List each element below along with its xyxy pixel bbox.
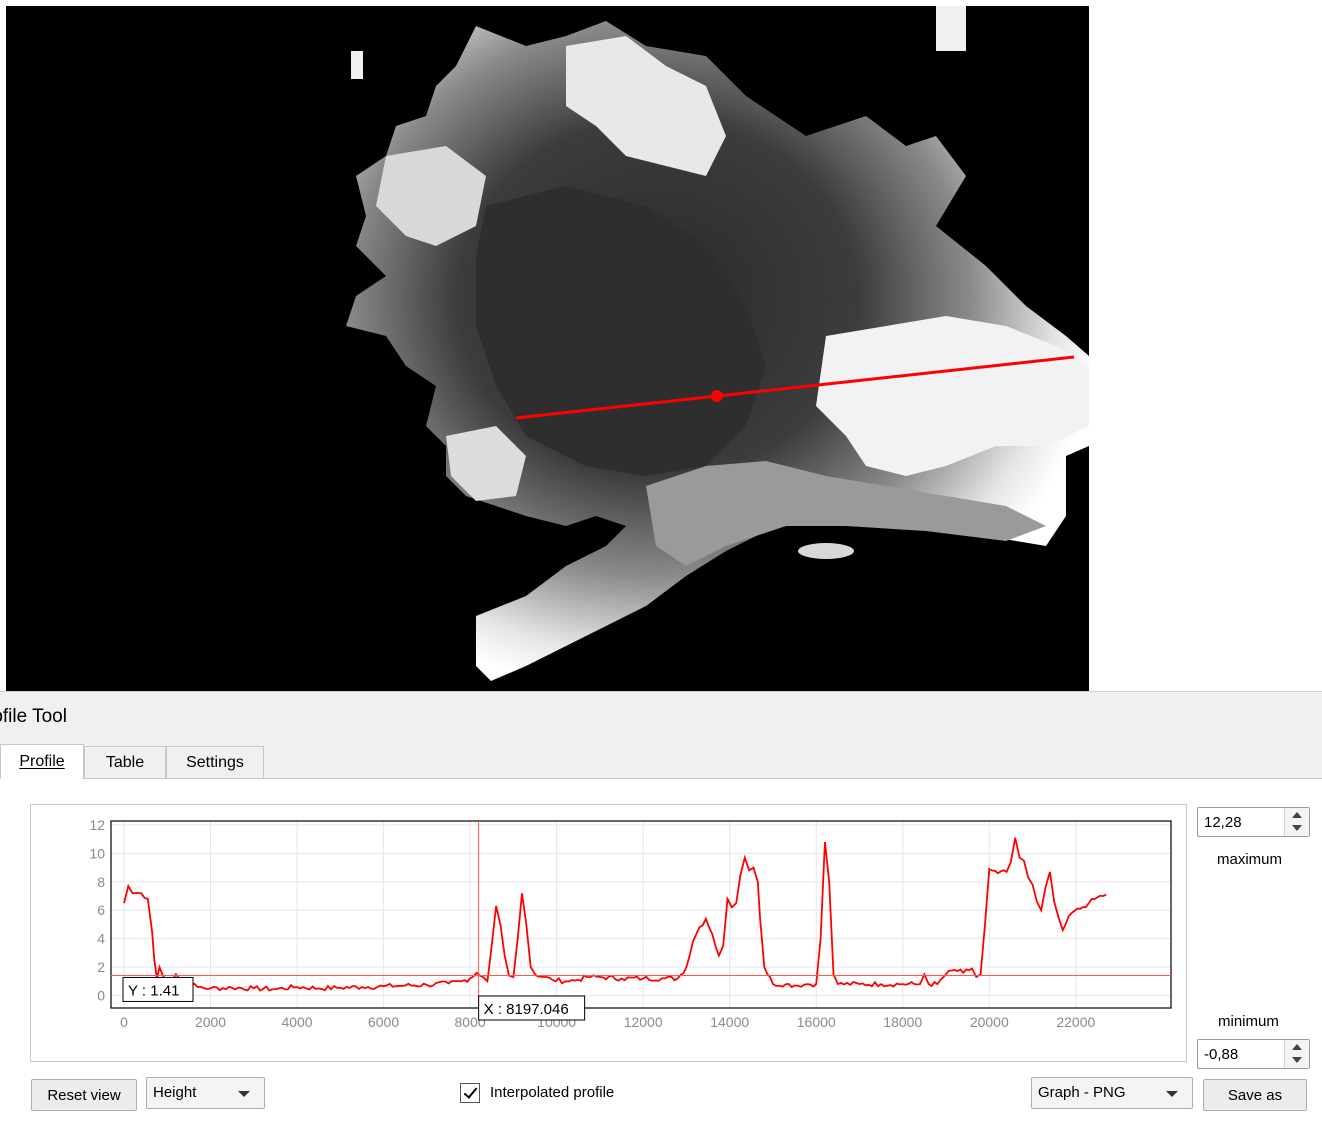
map-canvas[interactable] bbox=[6, 6, 1089, 691]
map-margin bbox=[1089, 0, 1322, 691]
profile-chart[interactable]: 0 2000 4000 6000 8000 10000 12000 14000 16000 180… bbox=[31, 805, 1188, 1063]
tab-profile-label: Profile bbox=[19, 753, 65, 770]
save-as-label: Save as bbox=[1227, 1086, 1283, 1104]
minimum-input[interactable] bbox=[1198, 1040, 1282, 1068]
y-tick-label: 12 bbox=[89, 817, 105, 833]
lowland-core bbox=[476, 186, 766, 476]
island-bay bbox=[798, 543, 854, 559]
plot-area-border bbox=[110, 820, 1172, 1009]
maximum-input[interactable] bbox=[1198, 808, 1282, 836]
cursor-y-readout-box bbox=[122, 976, 194, 1002]
x-tick-label: 14000 bbox=[710, 1014, 749, 1030]
y-tick-label: 6 bbox=[97, 902, 105, 918]
x-tick-label: 22000 bbox=[1056, 1014, 1095, 1030]
x-tick-label: 16000 bbox=[797, 1014, 836, 1030]
profile-line-series bbox=[123, 837, 1107, 992]
minimum-label: minimum bbox=[1218, 1013, 1279, 1030]
x-tick-label: 0 bbox=[120, 1014, 128, 1030]
export-format-value: Graph - PNG bbox=[1038, 1084, 1126, 1101]
island-nw bbox=[351, 51, 363, 79]
cursor-x-readout-box bbox=[478, 995, 586, 1021]
maximum-up-arrow-icon[interactable] bbox=[1285, 808, 1309, 822]
x-tick-label: 2000 bbox=[195, 1014, 226, 1030]
cursor-x-readout: X : 8197.046 bbox=[484, 1001, 569, 1018]
x-tick-label: 4000 bbox=[281, 1014, 312, 1030]
height-select-value: Height bbox=[153, 1084, 197, 1101]
tab-table-label: Table bbox=[105, 753, 145, 771]
maximum-down-arrow-icon[interactable] bbox=[1285, 822, 1309, 836]
dem-raster bbox=[346, 6, 1089, 681]
save-as-button[interactable]: Save as bbox=[1203, 1079, 1307, 1111]
x-tick-label: 12000 bbox=[624, 1014, 663, 1030]
x-tick-label: 18000 bbox=[883, 1014, 922, 1030]
coastal-plain bbox=[646, 461, 1046, 566]
reset-view-button[interactable]: Reset view bbox=[31, 1079, 137, 1111]
highland-north bbox=[566, 36, 726, 176]
dock-title: rofile Tool bbox=[0, 706, 67, 727]
highland-northwest bbox=[376, 146, 486, 246]
maximum-spinbox[interactable] bbox=[1197, 807, 1310, 837]
profile-cursor-point[interactable] bbox=[711, 390, 723, 402]
minimum-spinbox[interactable] bbox=[1197, 1039, 1310, 1069]
x-tick-label: 6000 bbox=[368, 1014, 399, 1030]
height-select[interactable]: Height bbox=[146, 1077, 265, 1109]
x-tick-label: 20000 bbox=[970, 1014, 1009, 1030]
y-tick-label: 4 bbox=[97, 931, 105, 947]
tab-profile[interactable]: Profile bbox=[0, 744, 84, 779]
profile-tool-dock: rofile Tool Profile Table Settings 0 2000… bbox=[0, 691, 1322, 1129]
x-tick-label: 8000 bbox=[455, 1014, 486, 1030]
interpolated-profile-label: Interpolated profile bbox=[490, 1084, 615, 1101]
chevron-down-icon bbox=[1166, 1091, 1178, 1097]
minimum-down-arrow-icon[interactable] bbox=[1285, 1054, 1309, 1068]
tab-table[interactable]: Table bbox=[84, 746, 166, 778]
y-tick-label: 8 bbox=[97, 874, 105, 890]
y-tick-label: 10 bbox=[89, 845, 105, 861]
chevron-down-icon bbox=[238, 1091, 250, 1097]
y-tick-label: 2 bbox=[97, 959, 105, 975]
maximum-spin-buttons bbox=[1284, 808, 1309, 836]
reset-view-label: Reset view bbox=[47, 1086, 121, 1104]
minimum-spin-buttons bbox=[1284, 1040, 1309, 1068]
maximum-label: maximum bbox=[1217, 851, 1283, 868]
interpolated-profile-checkbox[interactable] bbox=[460, 1083, 480, 1103]
highland-southwest bbox=[446, 426, 526, 501]
y-tick-label: 0 bbox=[97, 987, 105, 1003]
profile-plot[interactable]: 0 2000 4000 6000 8000 10000 12000 14000 16000 180… bbox=[30, 804, 1187, 1062]
highland-east bbox=[816, 316, 1089, 476]
cursor-y-readout: Y : 1.41 bbox=[128, 982, 179, 999]
tab-settings-label: Settings bbox=[186, 753, 244, 771]
tab-settings[interactable]: Settings bbox=[166, 746, 264, 778]
minimum-up-arrow-icon[interactable] bbox=[1285, 1040, 1309, 1054]
profile-line[interactable] bbox=[515, 355, 1075, 420]
export-format-select[interactable]: Graph - PNG bbox=[1031, 1077, 1193, 1109]
island-ne bbox=[936, 6, 966, 51]
profile-tab-pane: 0 2000 4000 6000 8000 10000 12000 14000 16000 180… bbox=[0, 778, 1322, 1129]
